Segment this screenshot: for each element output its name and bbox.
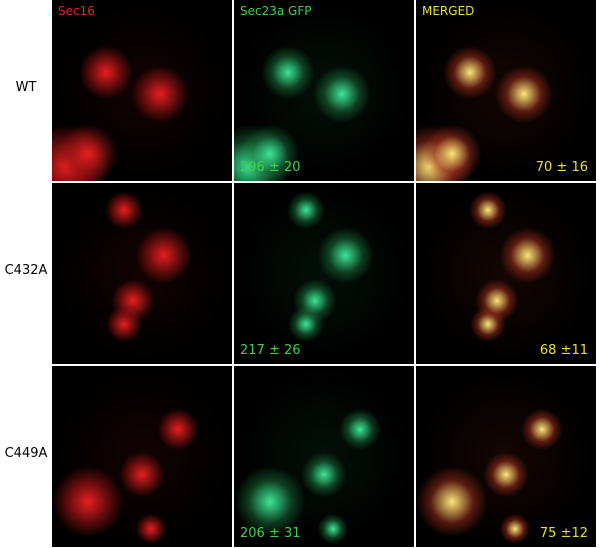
channel-label: MERGED [422, 4, 475, 18]
count-label: 296 ± 20 [240, 160, 301, 175]
count-label: 68 ±11 [539, 343, 588, 358]
micrograph-panel: Sec23a GFP 296 ± 20 [234, 0, 414, 181]
micrograph-panel [52, 366, 232, 547]
row-label: C449A [4, 446, 48, 461]
micrograph-panel: 217 ± 26 [234, 183, 414, 364]
micrograph-panel: 206 ± 31 [234, 366, 414, 547]
count-label: 75 ±12 [539, 526, 588, 541]
row-label: WT [15, 80, 37, 95]
channel-label: Sec16 [58, 4, 95, 18]
micrograph-panel [52, 183, 232, 364]
count-label: 217 ± 26 [240, 343, 301, 358]
count-label: 206 ± 31 [240, 526, 301, 541]
micrograph-panel: Sec16 [52, 0, 232, 181]
count-label: 70 ± 16 [535, 160, 588, 175]
channel-label: Sec23a GFP [240, 4, 312, 18]
micrograph-panel: 68 ±11 [416, 183, 596, 364]
row-label: C432A [4, 263, 48, 278]
micrograph-panel: 75 ±12 [416, 366, 596, 547]
micrograph-panel: MERGED 70 ± 16 [416, 0, 596, 181]
